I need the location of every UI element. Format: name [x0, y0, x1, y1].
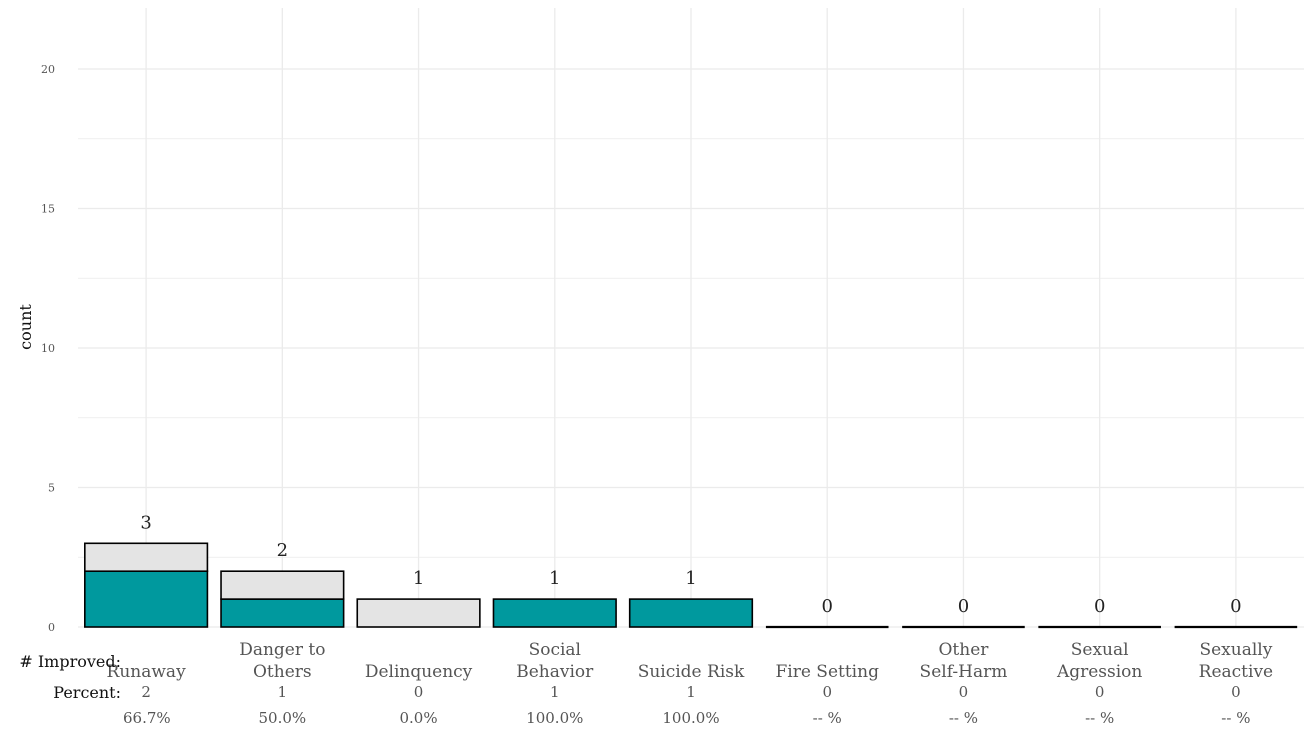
total-labels: 3 2 1 1 1 0 0 0 0 — [140, 512, 1241, 617]
bar-improved — [220, 598, 345, 628]
y-tick-label: 15 — [41, 203, 55, 216]
bar-improved — [492, 598, 617, 628]
improved-value: 0 — [1231, 683, 1241, 701]
improved-row: 2 1 0 1 1 0 0 0 0 — [141, 683, 1240, 701]
percent-value: 0.0% — [400, 709, 438, 727]
bar-improved — [84, 570, 209, 628]
y-tick-label: 10 — [41, 342, 55, 355]
category-label: Sexual Agression — [1056, 640, 1142, 682]
total-label: 3 — [140, 512, 151, 533]
percent-value: -- % — [949, 709, 978, 727]
total-label: 0 — [958, 596, 969, 617]
percent-value: 100.0% — [526, 709, 583, 727]
category-label: Delinquency — [365, 662, 473, 682]
category-label: Danger to Others — [239, 640, 325, 682]
y-tick-label: 5 — [48, 482, 55, 495]
improved-value: 0 — [822, 683, 832, 701]
category-label: Runaway — [107, 662, 187, 682]
bars — [84, 542, 1298, 629]
category-labels: Runaway Danger to Others Delinquency Social B… — [107, 640, 1274, 682]
y-tick-labels: 0 5 10 15 20 — [41, 63, 55, 634]
improved-value: 1 — [550, 683, 560, 701]
y-tick-label: 20 — [41, 63, 55, 76]
bar-not-improved — [220, 570, 345, 600]
percent-value: 50.0% — [259, 709, 307, 727]
percent-value: 100.0% — [662, 709, 719, 727]
category-label: Sexually Reactive — [1199, 640, 1273, 682]
percent-value: -- % — [1221, 709, 1250, 727]
category-label: Fire Setting — [775, 662, 879, 682]
percent-value: -- % — [1085, 709, 1114, 727]
total-label: 1 — [413, 568, 424, 589]
percent-row: 66.7% 50.0% 0.0% 100.0% 100.0% -- % -- % -- % --… — [123, 709, 1250, 727]
total-label: 0 — [1094, 596, 1105, 617]
improved-value: 0 — [959, 683, 969, 701]
percent-value: 66.7% — [123, 709, 171, 727]
category-label: Suicide Risk — [638, 662, 745, 682]
improved-value: 2 — [141, 683, 151, 701]
category-label: Other Self-Harm — [920, 640, 1008, 682]
improved-value: 1 — [686, 683, 696, 701]
y-axis-title: count — [16, 304, 35, 350]
y-tick-label: 0 — [48, 621, 55, 634]
total-label: 0 — [1230, 596, 1241, 617]
improved-value: 0 — [414, 683, 424, 701]
bar-improved — [628, 598, 754, 628]
total-label: 2 — [277, 540, 288, 561]
percent-row-title: Percent: — [53, 683, 121, 702]
total-label: 0 — [821, 596, 832, 617]
improved-value: 1 — [278, 683, 288, 701]
total-label: 1 — [549, 568, 560, 589]
total-label: 1 — [685, 568, 696, 589]
percent-value: -- % — [813, 709, 842, 727]
bar-not-improved — [356, 598, 481, 628]
improved-row-title: # Improved: — [19, 652, 121, 671]
grid — [78, 8, 1304, 628]
bar-not-improved — [84, 542, 209, 572]
improved-value: 0 — [1095, 683, 1105, 701]
category-label: Social Behavior — [516, 640, 594, 682]
